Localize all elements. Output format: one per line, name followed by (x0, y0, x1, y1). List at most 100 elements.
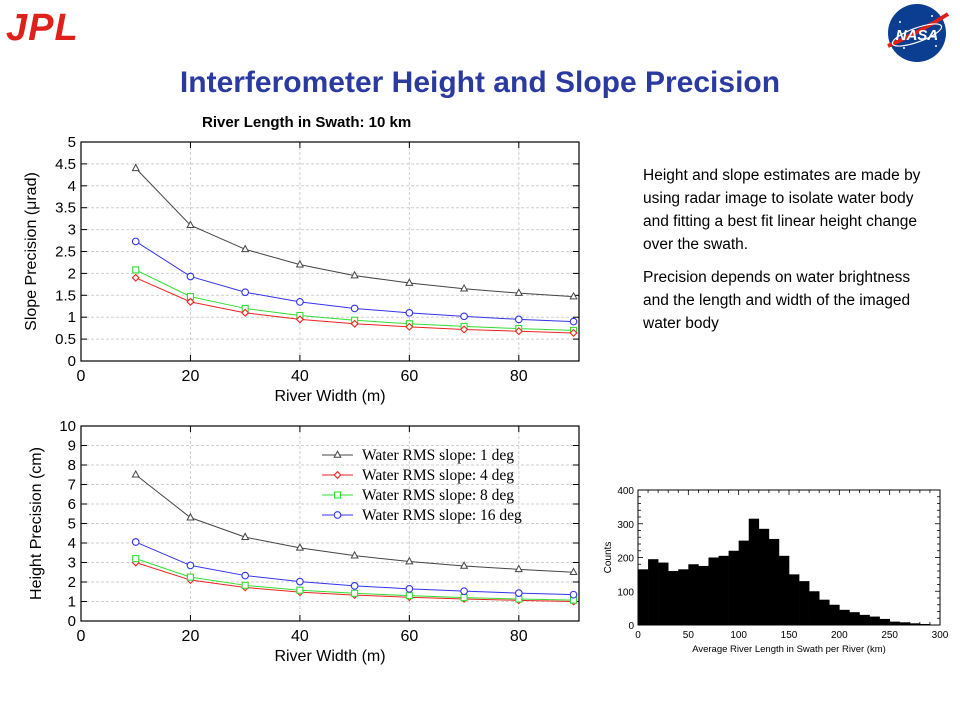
hist-bar-16 (799, 581, 810, 625)
slope-plot: 0 20 40 60 80 0 0.5 1 1.5 2 2.5 3 3.5 4 4.5 5 River Widt… (23, 134, 580, 405)
height-series-3-point-0 (131, 538, 140, 546)
slide-title: Interferometer Height and Slope Precisio… (179, 66, 781, 99)
height-series-0-point-2 (241, 532, 250, 540)
hist-plot: 0 50 100 150 200 250 300 0 100 200 300 400 Average R… (603, 486, 949, 655)
hist-bar-10 (738, 540, 750, 625)
slope-ytick-label-1: 0.5 (55, 331, 76, 348)
slope-series-3-point-8 (569, 328, 578, 338)
height-series-0-point-4 (350, 550, 359, 559)
height-series-2-point-6 (460, 594, 468, 602)
slope-series-1-point-7 (514, 315, 523, 324)
slope-xtick-label-4: 80 (510, 368, 528, 385)
height-legend-marker-1 (333, 470, 342, 480)
slope-xtick-label-1: 20 (182, 368, 200, 385)
jpl-logo: JPL (6, 8, 78, 46)
slope-series-1-point-2 (241, 288, 250, 297)
slope-series-0-point-5 (405, 278, 414, 286)
slope-ytick-label-0: 0 (68, 353, 76, 370)
height-ytick-label-1: 1 (68, 594, 76, 611)
height-series-0-point-0 (131, 469, 140, 478)
slope-series-3-point-5 (405, 322, 414, 331)
hist-bar-27 (909, 623, 921, 625)
height-series-2-point-2 (241, 581, 249, 589)
slope-xtick-label-0: 0 (77, 368, 86, 385)
slope-chart-title: River Length in Swath: 10 km (202, 114, 412, 131)
height-legend: Water RMS slope: 1 deg Water RMS slope: 4… (322, 447, 522, 524)
slope-precision-chart: 0 20 40 60 80 0 0.5 1 1.5 2 2.5 3 3.5 4 4.5 5 River Widt… (23, 134, 580, 405)
slope-series-1-point-0 (131, 237, 140, 246)
hist-bar-2 (658, 562, 669, 625)
slope-ytick-label-6: 3 (68, 222, 76, 239)
slope-series-1-point-8 (569, 317, 578, 326)
slope-xlabel: River Width (m) (274, 388, 385, 405)
slope-series-3-point-3 (295, 315, 304, 324)
height-series-0-point-7 (514, 564, 523, 573)
height-series-3-point-3 (296, 577, 304, 586)
slope-ytick-label-8: 4 (68, 178, 76, 195)
hist-ytick-label-1: 100 (617, 587, 634, 598)
height-series-0-point-5 (405, 556, 414, 565)
hist-xlabel: Average River Length in Swath per River … (692, 644, 886, 655)
hist-bar-22 (859, 614, 870, 625)
height-legend-label-0: Water RMS slope: 1 deg (362, 447, 514, 464)
slope-ytick-label-4: 2 (68, 265, 76, 282)
hist-bar-20 (839, 609, 850, 625)
slope-series-3-point-1 (186, 297, 195, 306)
hist-bar-3 (668, 571, 679, 625)
hist-bar-9 (728, 550, 739, 625)
height-legend-marker-0 (333, 450, 342, 458)
hist-bar-14 (778, 555, 790, 625)
slope-ytick-label-2: 1 (68, 309, 76, 326)
height-series-0-point-1 (186, 512, 195, 521)
description: Height and slope estimates are made by u… (643, 164, 928, 345)
hist-xtick-label-2: 100 (730, 630, 747, 641)
hist-bar-23 (869, 616, 880, 625)
hist-bar-19 (829, 604, 840, 625)
height-ytick-label-4: 4 (68, 535, 76, 552)
height-ytick-label-8: 8 (68, 457, 76, 474)
slope-series-0-point-3 (295, 259, 305, 268)
slope-series-1-point-6 (460, 312, 468, 321)
height-ytick-label-2: 2 (68, 574, 76, 591)
hist-bar-11 (748, 518, 760, 625)
slope-series-3-point-4 (350, 319, 359, 328)
height-legend-label-1: Water RMS slope: 4 deg (362, 467, 514, 484)
slope-series-3-point-2 (241, 308, 250, 317)
hist-xtick-label-1: 50 (683, 630, 695, 641)
hist-bar-26 (899, 622, 911, 625)
hist-xtick-label-6: 300 (932, 630, 949, 641)
river-length-histogram: 0 50 100 150 200 250 300 0 100 200 300 400 Average R… (603, 486, 949, 655)
height-series-0-point-8 (569, 567, 578, 576)
hist-bar-17 (809, 591, 820, 625)
height-ytick-label-7: 7 (68, 477, 76, 494)
slope-series-0-point-8 (569, 291, 578, 300)
slope-series-1-point-5 (405, 308, 414, 317)
nasa-logo: NASA (887, 4, 950, 62)
height-series-2-point-3 (296, 586, 304, 594)
height-series-0-point-6 (459, 561, 469, 569)
height-series-3-point-6 (460, 587, 468, 596)
slope-ylabel: Slope Precision (μrad) (23, 172, 40, 331)
slope-xtick-label-2: 40 (291, 368, 309, 385)
height-ylabel: Height Precision (cm) (28, 447, 45, 600)
slope-series-3-point-7 (514, 327, 523, 336)
slope-ytick-label-9: 4.5 (55, 156, 76, 173)
slope-series-0-point-1 (186, 220, 195, 229)
hist-ytick-label-2: 200 (617, 554, 634, 565)
hist-bar-5 (688, 564, 699, 625)
hist-bar-24 (879, 618, 890, 625)
height-ytick-label-6: 6 (68, 496, 76, 513)
slope-series-0-point-4 (350, 270, 359, 279)
slope-series-1-point-3 (296, 298, 304, 306)
hist-xtick-label-4: 200 (831, 630, 848, 641)
slope-ytick-label-10: 5 (68, 134, 76, 151)
height-legend-marker-2 (333, 491, 342, 499)
slope-xtick-label-3: 60 (400, 368, 418, 385)
slope-series-0-point-6 (459, 283, 469, 292)
height-xtick-label-3: 60 (400, 628, 418, 645)
height-series-3-point-7 (514, 589, 523, 597)
slope-series-0-point-2 (241, 244, 250, 253)
height-legend-label-2: Water RMS slope: 8 deg (362, 487, 514, 504)
